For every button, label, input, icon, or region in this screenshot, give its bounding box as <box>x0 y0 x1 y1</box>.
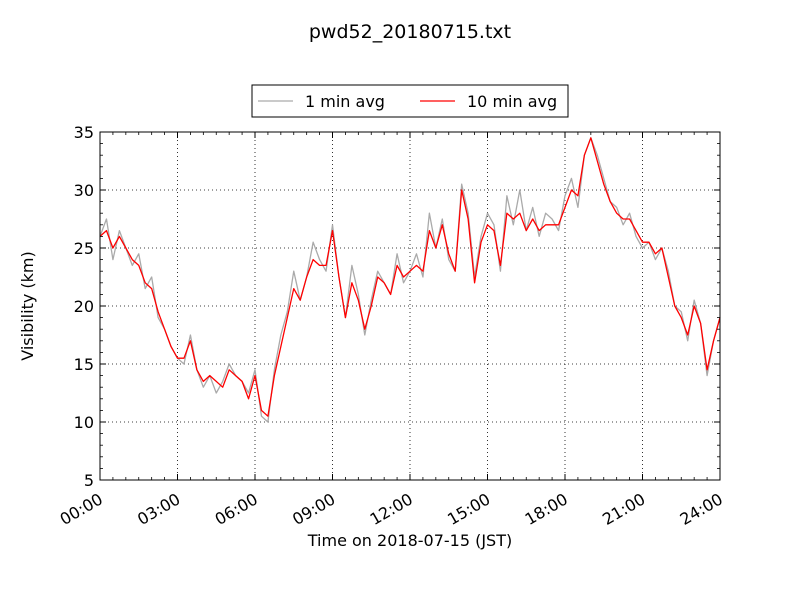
plot-series <box>99 137 721 423</box>
chart-title: pwd52_20180715.txt <box>309 21 511 43</box>
legend-label-10min: 10 min avg <box>467 92 557 111</box>
y-tick-label: 5 <box>84 471 94 490</box>
series-10min-line <box>99 137 721 417</box>
y-tick-label: 30 <box>74 181 94 200</box>
y-tick-label: 35 <box>74 123 94 142</box>
grid-lines <box>100 132 720 480</box>
x-axis-label: Time on 2018-07-15 (JST) <box>307 531 512 550</box>
legend: 1 min avg 10 min avg <box>251 84 569 118</box>
legend-label-1min: 1 min avg <box>305 92 385 111</box>
y-tick-label: 15 <box>74 355 94 374</box>
y-axis-label: Visibility (km) <box>18 251 37 360</box>
legend-box <box>251 84 569 118</box>
y-tick-label: 10 <box>74 413 94 432</box>
y-tick-label: 25 <box>74 239 94 258</box>
y-tick-label: 20 <box>74 297 94 316</box>
